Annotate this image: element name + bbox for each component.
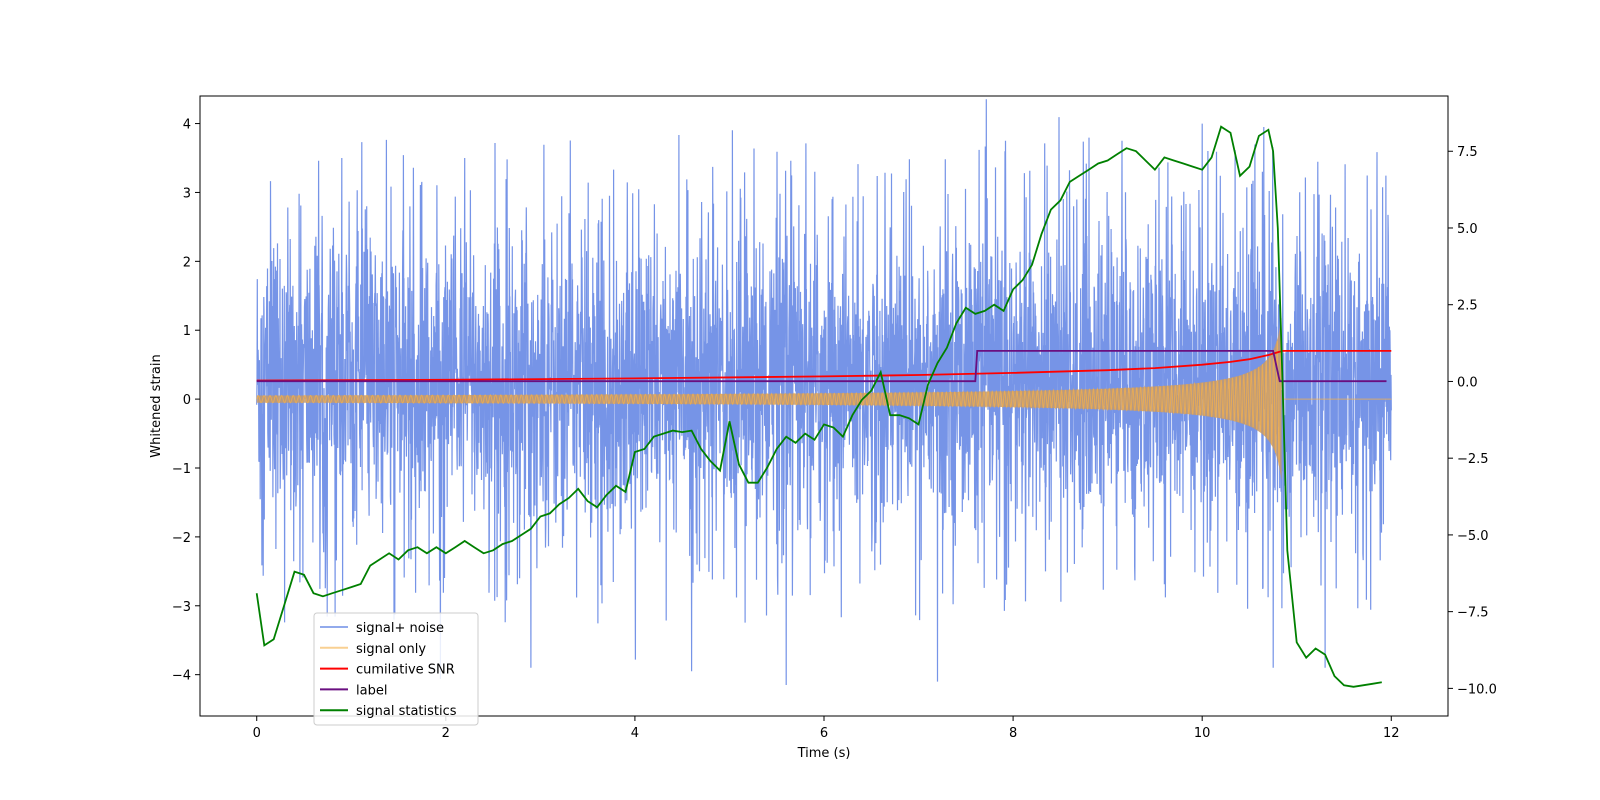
y-tick-label: 3: [183, 186, 191, 201]
y-tick-label: −4: [172, 669, 191, 684]
legend-entry: cumilative SNR: [356, 663, 455, 678]
y-tick-label: 1: [183, 324, 191, 339]
y2-tick-label: 0.0: [1457, 375, 1478, 390]
series-signal-only: [256, 322, 1392, 466]
x-tick-label: 6: [820, 726, 828, 741]
legend-entry: signal+ noise: [356, 621, 444, 636]
y-tick-label: 4: [183, 118, 191, 133]
y-axis-right: −10.0 −7.5 −5.0 −2.5 0.0 2.5 5.0 7.5: [1448, 145, 1497, 697]
legend-entry: signal statistics: [356, 704, 457, 719]
y-tick-label: −3: [172, 600, 191, 615]
y-tick-label: 0: [183, 393, 191, 408]
y2-tick-label: −5.0: [1457, 529, 1489, 544]
legend-box: [313, 612, 479, 726]
y2-tick-label: −10.0: [1457, 682, 1497, 697]
x-tick-label: 12: [1383, 726, 1400, 741]
x-axis-label: Time (s): [797, 746, 851, 761]
y2-tick-label: 7.5: [1457, 145, 1478, 160]
x-tick-label: 2: [442, 726, 450, 741]
y-tick-label: −2: [172, 531, 191, 546]
legend-entry: signal only: [356, 642, 426, 657]
y-axis-label: Whitened strain: [149, 354, 164, 457]
x-tick-label: 0: [253, 726, 261, 741]
series-cumilative-snr: [256, 350, 1392, 382]
series-signal-noise: [256, 99, 1392, 686]
y2-tick-label: −7.5: [1457, 606, 1489, 621]
y-tick-label: 2: [183, 255, 191, 270]
x-tick-label: 8: [1009, 726, 1017, 741]
series-signal-statistics: [255, 125, 1382, 688]
legend-entry: label: [356, 683, 387, 698]
y-axis-left: −4 −3 −2 −1 0 1 2 3 4: [172, 118, 200, 684]
y-tick-label: −1: [172, 462, 191, 477]
y2-tick-label: 5.0: [1457, 222, 1478, 237]
series-signal-only-envelope: [256, 317, 1282, 481]
y2-tick-label: −2.5: [1457, 452, 1489, 467]
x-axis: 0 2 4 6 8 10 12: [253, 716, 1400, 741]
series-layer: [255, 99, 1392, 688]
x-tick-label: 4: [631, 726, 639, 741]
series-label: [256, 350, 1387, 383]
legend: signal+ noise signal only cumilative SNR la…: [313, 612, 479, 726]
y2-tick-label: 2.5: [1457, 299, 1478, 314]
x-tick-label: 10: [1194, 726, 1211, 741]
